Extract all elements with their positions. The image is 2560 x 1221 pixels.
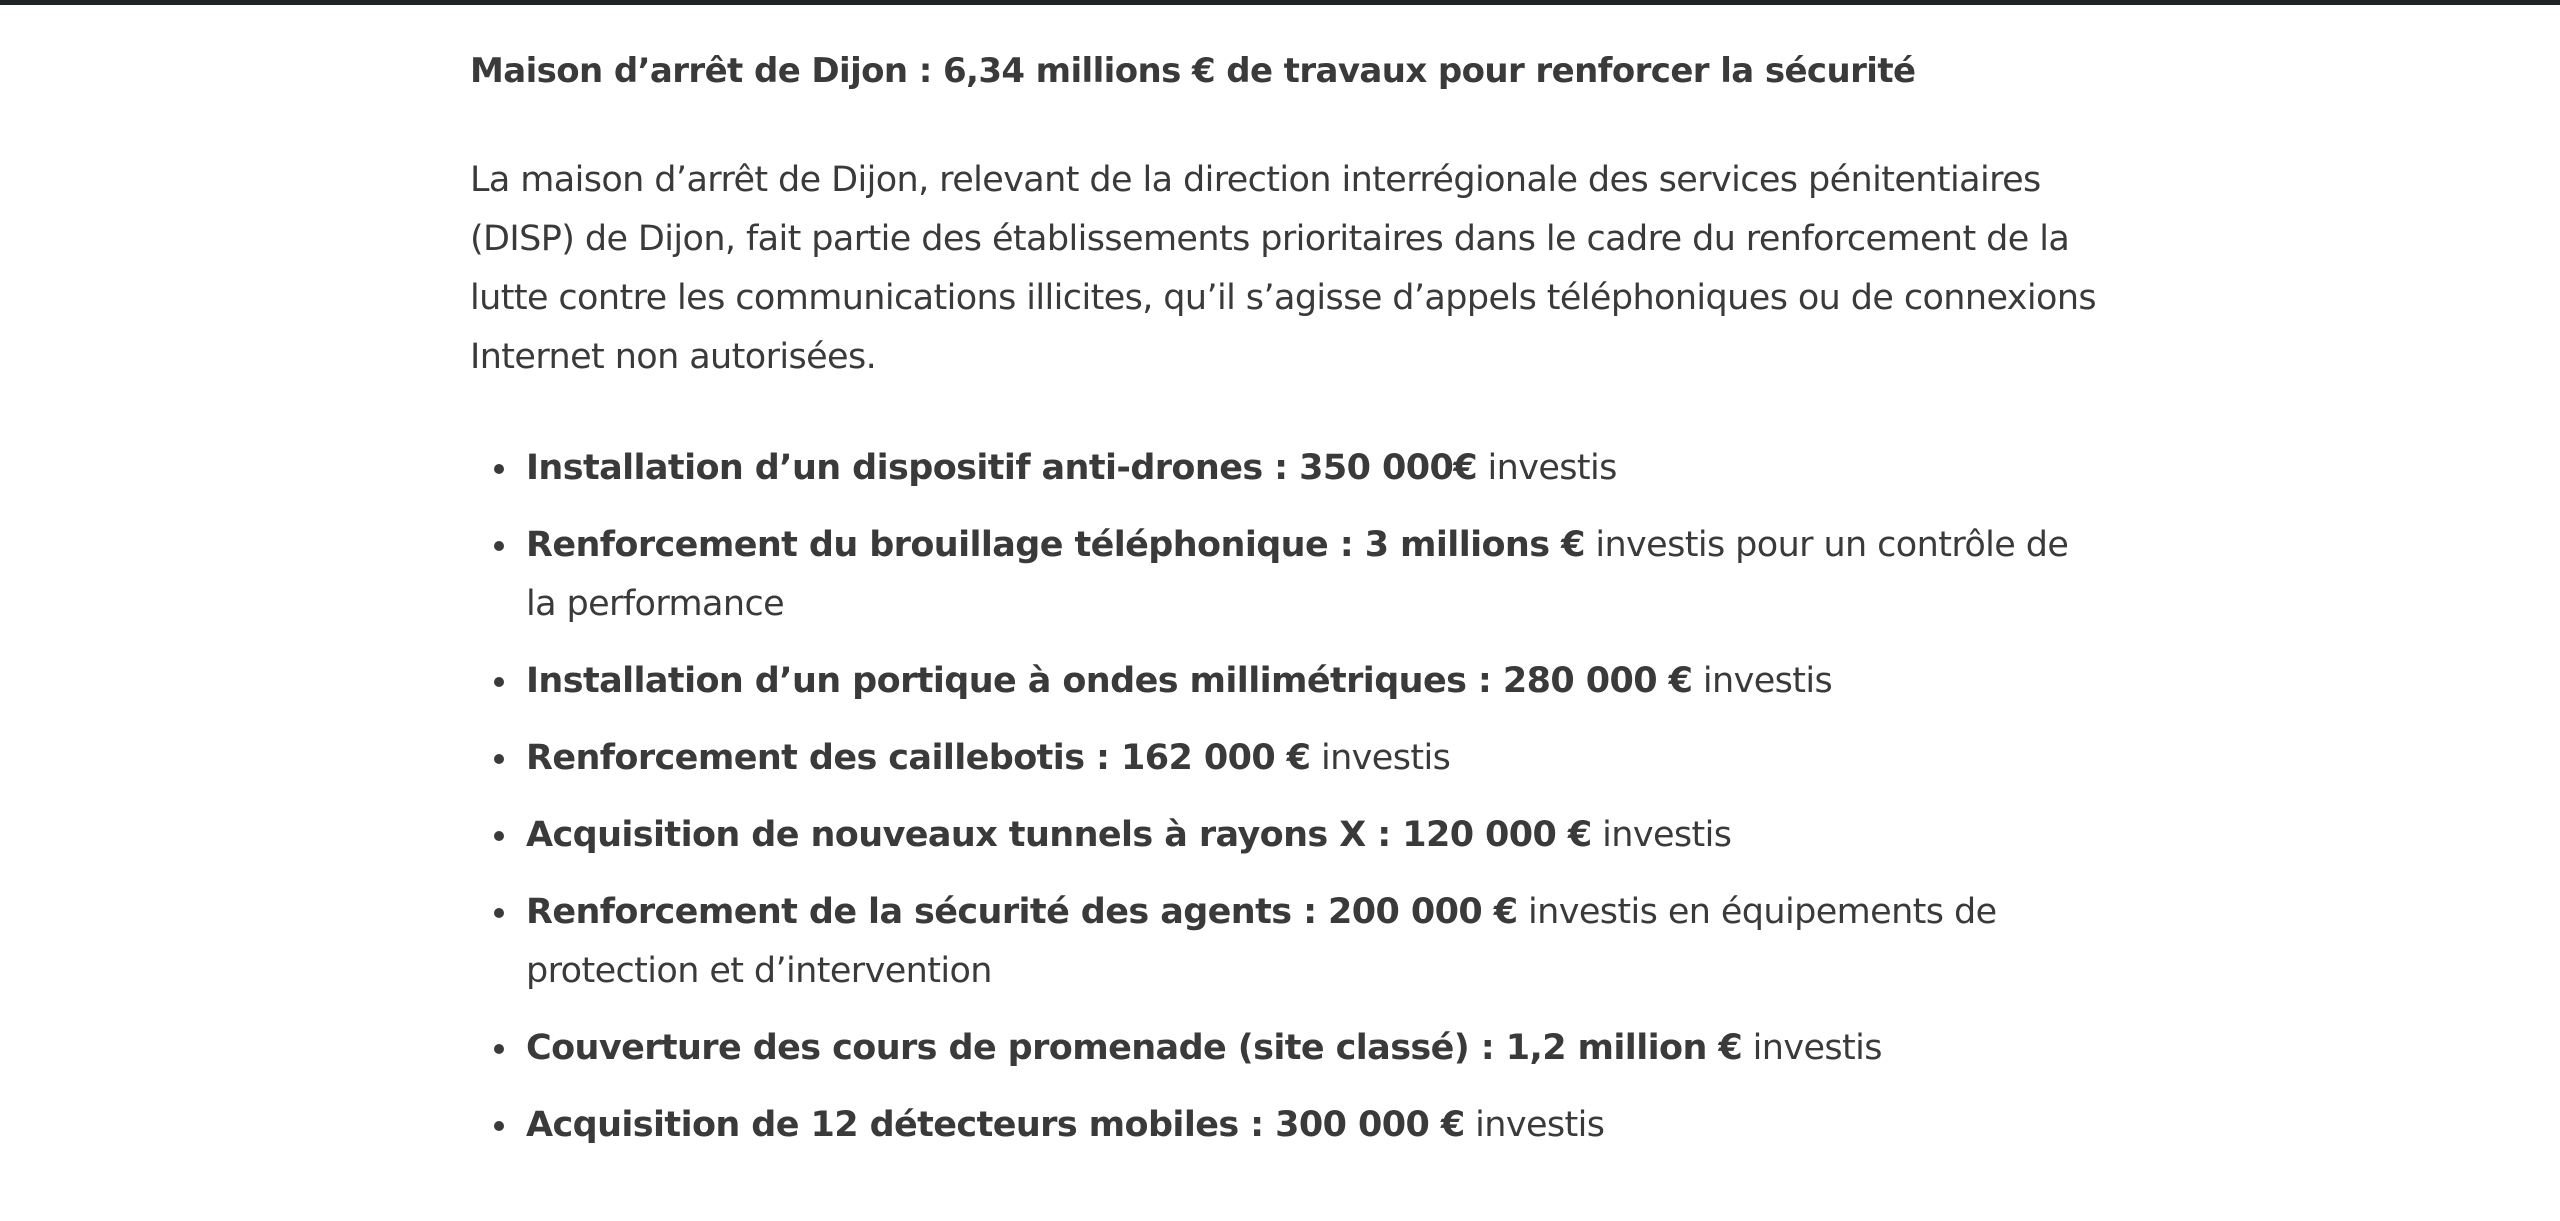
item-text: investis	[1591, 815, 1732, 855]
list-item: Installation d’un dispositif anti-drones…	[494, 439, 2100, 498]
item-text: investis	[1464, 1105, 1605, 1145]
list-item: Couverture des cours de promenade (site …	[494, 1019, 2100, 1078]
item-highlight: Renforcement de la sécurité des agents :…	[526, 892, 1518, 932]
investment-list: Installation d’un dispositif anti-drones…	[470, 439, 2100, 1155]
bullet-icon	[494, 1044, 504, 1054]
article-title: Maison d’arrêt de Dijon : 6,34 millions …	[470, 51, 1916, 91]
list-item: Acquisition de 12 détecteurs mobiles : 3…	[494, 1096, 2100, 1155]
bullet-icon	[494, 541, 504, 551]
item-text: investis en équipements de protection et…	[526, 892, 1997, 991]
top-bar	[0, 0, 2560, 5]
list-item: Renforcement des caillebotis : 162 000 €…	[494, 729, 2100, 788]
item-highlight: Couverture des cours de promenade (site …	[526, 1028, 1743, 1068]
item-highlight: Installation d’un dispositif anti-drones…	[526, 448, 1478, 488]
item-highlight: Acquisition de 12 détecteurs mobiles : 3…	[526, 1105, 1465, 1145]
list-item: Renforcement du brouillage téléphonique …	[494, 516, 2100, 634]
intro-paragraph: La maison d’arrêt de Dijon, relevant de …	[470, 160, 2097, 377]
bullet-icon	[494, 908, 504, 918]
bullet-icon	[494, 677, 504, 687]
bullet-icon	[494, 754, 504, 764]
item-text: investis	[1477, 448, 1618, 488]
list-item: Renforcement de la sécurité des agents :…	[494, 883, 2100, 1001]
article-content: Maison d’arrêt de Dijon : 6,34 millions …	[470, 42, 2100, 1173]
list-item: Installation d’un portique à ondes milli…	[494, 652, 2100, 711]
item-text: investis pour un contrôle de la performa…	[526, 525, 2069, 624]
item-text: investis	[1692, 661, 1833, 701]
item-text: investis	[1310, 738, 1451, 778]
item-highlight: Renforcement du brouillage téléphonique …	[526, 525, 1585, 565]
list-item: Acquisition de nouveaux tunnels à rayons…	[494, 806, 2100, 865]
bullet-icon	[494, 464, 504, 474]
item-highlight: Acquisition de nouveaux tunnels à rayons…	[526, 815, 1592, 855]
bullet-icon	[494, 1121, 504, 1131]
item-highlight: Renforcement des caillebotis : 162 000 €	[526, 738, 1311, 778]
bullet-icon	[494, 831, 504, 841]
item-highlight: Installation d’un portique à ondes milli…	[526, 661, 1693, 701]
item-text: investis	[1742, 1028, 1883, 1068]
